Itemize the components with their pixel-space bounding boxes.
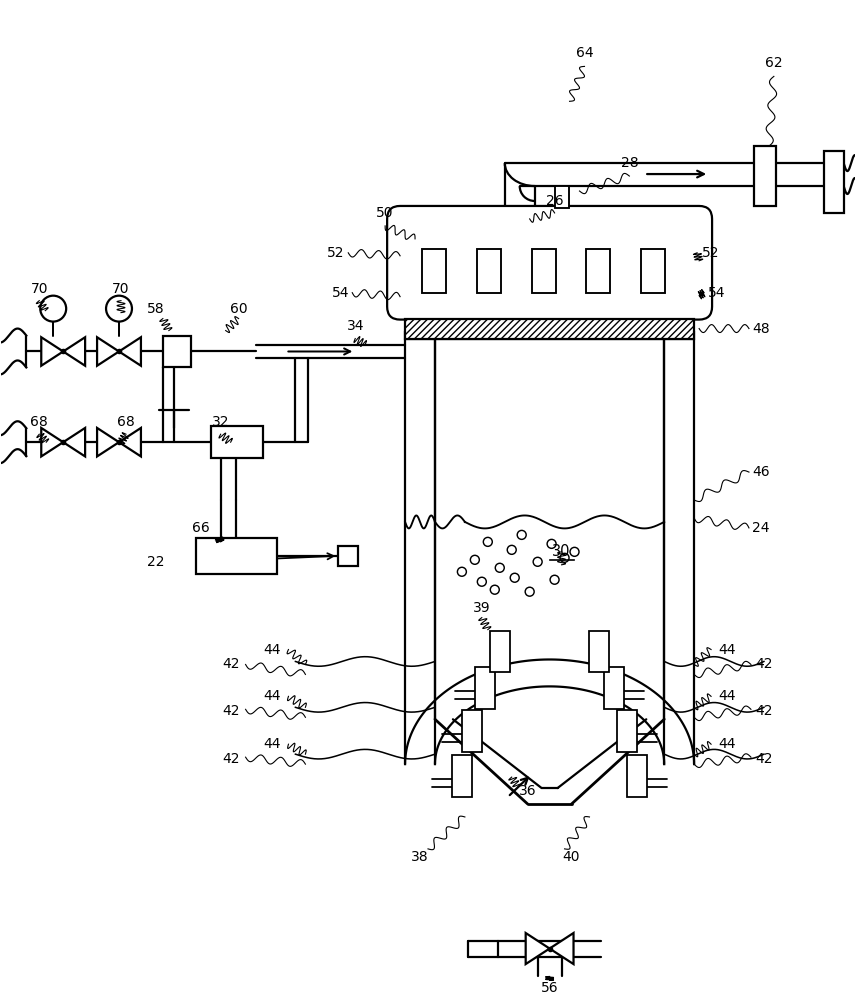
Text: 56: 56	[541, 981, 558, 995]
Circle shape	[526, 587, 534, 596]
Text: 36: 36	[519, 784, 537, 798]
Bar	[604, 667, 624, 709]
Circle shape	[517, 530, 526, 539]
Text: 54: 54	[331, 286, 349, 300]
Text: 44: 44	[718, 737, 736, 751]
Polygon shape	[97, 337, 119, 366]
Bar	[590, 631, 609, 672]
Text: 39: 39	[473, 601, 490, 615]
Text: 34: 34	[347, 319, 364, 333]
Circle shape	[470, 555, 479, 564]
Bar	[823, 151, 844, 213]
Text: 42: 42	[222, 657, 240, 671]
Circle shape	[550, 575, 559, 584]
Text: 54: 54	[708, 286, 726, 300]
Text: 52: 52	[702, 246, 720, 260]
Bar	[555, 186, 568, 208]
Bar	[754, 146, 776, 206]
Text: 44: 44	[264, 737, 282, 751]
Polygon shape	[41, 428, 63, 456]
Circle shape	[510, 573, 520, 582]
Polygon shape	[119, 428, 141, 456]
Text: 60: 60	[229, 302, 247, 316]
Text: 46: 46	[752, 465, 770, 479]
Bar	[490, 631, 509, 672]
Text: 22: 22	[147, 555, 164, 569]
Text: 44: 44	[264, 689, 282, 703]
Bar	[475, 667, 495, 709]
Circle shape	[560, 553, 569, 562]
Circle shape	[478, 577, 486, 586]
Text: 70: 70	[112, 282, 130, 296]
Circle shape	[496, 563, 504, 572]
Text: 52: 52	[326, 246, 344, 260]
Circle shape	[570, 547, 579, 556]
Bar	[477, 249, 501, 293]
Circle shape	[484, 537, 492, 546]
Polygon shape	[97, 428, 119, 456]
Polygon shape	[550, 933, 574, 964]
Text: 70: 70	[31, 282, 48, 296]
Text: 44: 44	[718, 689, 736, 703]
Bar	[586, 249, 610, 293]
Circle shape	[533, 557, 542, 566]
Text: 42: 42	[222, 752, 240, 766]
Circle shape	[106, 296, 132, 322]
Polygon shape	[41, 337, 63, 366]
Text: 64: 64	[576, 46, 593, 60]
Bar	[163, 336, 191, 367]
Text: 40: 40	[562, 850, 580, 864]
Text: 66: 66	[192, 521, 210, 535]
Bar	[338, 546, 358, 566]
Text: 28: 28	[621, 156, 639, 170]
Polygon shape	[119, 337, 141, 366]
Polygon shape	[63, 428, 85, 456]
Text: 62: 62	[765, 56, 782, 70]
Circle shape	[457, 567, 467, 576]
FancyBboxPatch shape	[387, 206, 712, 320]
Text: 42: 42	[755, 752, 773, 766]
Text: 26: 26	[546, 194, 563, 208]
Text: 42: 42	[222, 704, 240, 718]
Circle shape	[490, 585, 499, 594]
Polygon shape	[526, 933, 550, 964]
Bar	[532, 249, 556, 293]
Text: 68: 68	[117, 415, 135, 429]
Circle shape	[547, 539, 556, 548]
Circle shape	[40, 296, 66, 322]
Circle shape	[508, 545, 516, 554]
Text: 30: 30	[552, 544, 571, 559]
Text: 58: 58	[147, 302, 164, 316]
Bar	[462, 710, 482, 752]
Bar	[196, 538, 277, 574]
Text: 42: 42	[755, 657, 773, 671]
Bar	[452, 755, 472, 797]
Bar	[422, 249, 446, 293]
Bar	[211, 426, 263, 458]
Text: 68: 68	[31, 415, 48, 429]
Text: 32: 32	[212, 415, 229, 429]
Text: 50: 50	[377, 206, 394, 220]
Bar	[641, 249, 665, 293]
Bar	[405, 319, 694, 339]
Text: 38: 38	[411, 850, 429, 864]
Text: 44: 44	[264, 643, 282, 657]
Polygon shape	[63, 337, 85, 366]
Text: 44: 44	[718, 643, 736, 657]
Bar	[627, 755, 647, 797]
Text: 24: 24	[752, 521, 770, 535]
Text: 42: 42	[755, 704, 773, 718]
Bar	[617, 710, 638, 752]
Text: 48: 48	[752, 322, 770, 336]
